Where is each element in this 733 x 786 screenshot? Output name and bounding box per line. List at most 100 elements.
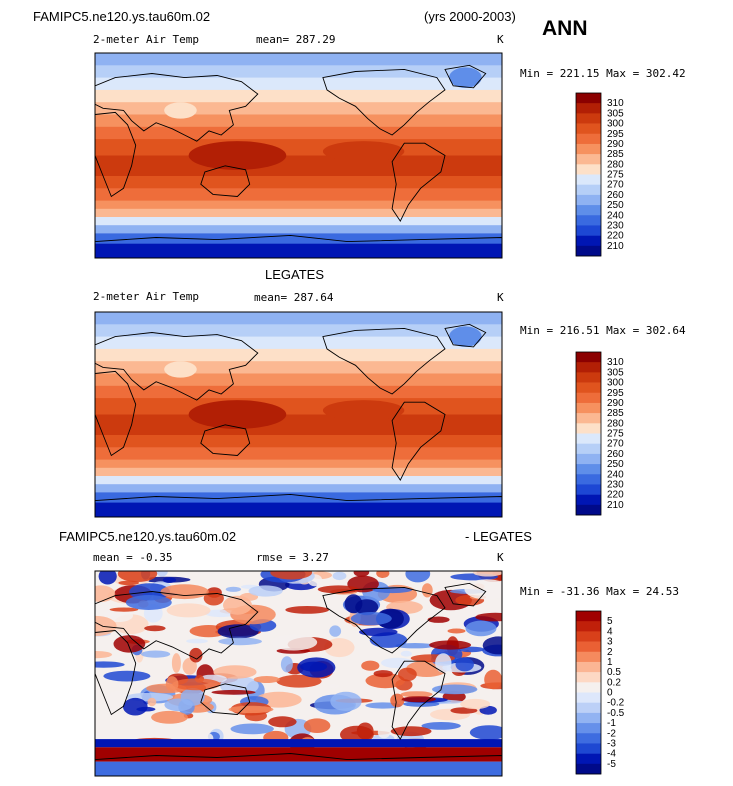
temp-band — [95, 336, 502, 350]
diff-patch — [429, 640, 472, 650]
temp-band — [95, 373, 502, 387]
diff-patch — [225, 586, 242, 592]
colorbar-swatch — [576, 123, 601, 135]
diff-patch — [395, 643, 435, 649]
coastline — [200, 424, 251, 456]
colorbar-swatch — [576, 712, 601, 724]
diff-patch — [447, 628, 466, 634]
colorbar-swatch — [576, 611, 601, 622]
temp-band — [95, 312, 502, 325]
diff-patch — [350, 612, 392, 626]
coastline — [95, 591, 259, 660]
diff-patch — [482, 636, 502, 655]
colorbar-swatch — [576, 433, 601, 444]
warm-region — [322, 400, 405, 421]
colorbar-frame — [575, 92, 602, 257]
panel3-units-label: K — [497, 551, 504, 564]
panel3-title-right: - LEGATES — [465, 529, 532, 544]
colorbar-swatch — [576, 423, 601, 434]
colorbar-swatch — [576, 621, 601, 632]
coastline — [95, 493, 502, 517]
temp-band — [95, 114, 502, 128]
colorbar-swatch — [576, 402, 601, 414]
panel2-mean-label: mean= 287.64 — [254, 291, 334, 304]
cold-plateau — [164, 361, 197, 378]
diff-patch — [377, 726, 391, 739]
diff-patch — [160, 584, 209, 600]
coastline — [444, 64, 487, 89]
diff-patch — [165, 676, 179, 692]
colorbar-swatch — [576, 225, 601, 236]
colorbar-tick-label: 5 — [607, 616, 613, 627]
colorbar-swatch — [576, 372, 601, 383]
diff-patch — [327, 684, 340, 689]
panel1-units-label: K — [497, 33, 504, 46]
temp-band — [95, 385, 502, 399]
temp-band — [95, 126, 502, 140]
diff-patch — [455, 657, 474, 672]
diff-patch — [381, 657, 414, 669]
coastline — [322, 586, 446, 654]
colorbar-tick-label: 270 — [607, 439, 624, 450]
temp-band — [95, 200, 502, 210]
colorbar-swatch — [576, 494, 601, 506]
diff-patch — [435, 653, 452, 673]
colorbar-tick-label: 220 — [607, 490, 624, 501]
colorbar-tick-label: -1 — [607, 718, 616, 729]
colorbar-tick-label: 250 — [607, 200, 624, 211]
panel2-minmax-label: Min = 216.51 Max = 302.64 — [520, 324, 686, 337]
colorbar-tick-label: 250 — [607, 459, 624, 470]
temp-band — [95, 476, 502, 485]
cold-ice-sheet — [449, 326, 482, 347]
colorbar-tick-label: 300 — [607, 378, 624, 389]
diff-patch — [376, 571, 390, 578]
temp-band — [95, 176, 502, 189]
coastline — [95, 630, 137, 716]
diff-patch — [400, 650, 412, 657]
diff-patch — [469, 725, 502, 740]
diff-patch — [303, 718, 331, 733]
diff-patch — [103, 670, 151, 682]
diff-patch — [398, 667, 417, 682]
temp-band — [95, 233, 502, 245]
diff-patch — [166, 603, 211, 618]
colorbar-tick-label: -0.2 — [607, 698, 625, 709]
diff-patch — [465, 620, 497, 637]
temp-band — [95, 77, 502, 91]
colorbar-swatch — [576, 631, 601, 642]
diff-patch — [95, 651, 112, 659]
diff-patch — [172, 678, 221, 691]
map-panel-1 — [95, 53, 502, 258]
colorbar-tick-label: 295 — [607, 129, 624, 140]
diff-patch — [253, 676, 280, 683]
colorbar-swatch — [576, 93, 601, 104]
colorbar-swatch — [576, 362, 601, 373]
colorbar-tick-label: 1 — [607, 657, 613, 668]
panel3-minmax-label: Min = -31.36 Max = 24.53 — [520, 585, 679, 598]
colorbar-swatch — [576, 651, 601, 663]
diff-patch — [361, 660, 380, 671]
coastline — [322, 68, 446, 136]
diff-patch — [147, 697, 157, 707]
diff-patch — [218, 637, 262, 646]
coastline — [200, 683, 251, 715]
cold-ice-sheet — [449, 67, 482, 88]
colorbar-swatch — [576, 352, 601, 363]
colorbar-swatch — [576, 443, 601, 455]
diff-patch — [355, 599, 379, 616]
colorbar-swatch — [576, 723, 601, 734]
temp-band — [95, 89, 502, 103]
diff-patch — [427, 616, 450, 623]
colorbar-swatch — [576, 164, 601, 175]
colorbar-tick-label: 285 — [607, 149, 624, 160]
map-frame-1 — [94, 52, 503, 259]
diff-patch — [141, 650, 171, 658]
colorbar-swatch — [576, 702, 601, 714]
coastline — [444, 323, 487, 348]
map-frame-2 — [94, 311, 503, 518]
diff-patch — [95, 585, 116, 602]
colorbar-tick-label: 260 — [607, 449, 624, 460]
panel2-field-label: 2-meter Air Temp — [93, 290, 199, 303]
temp-band — [95, 467, 502, 477]
colorbar-swatch — [576, 733, 601, 744]
